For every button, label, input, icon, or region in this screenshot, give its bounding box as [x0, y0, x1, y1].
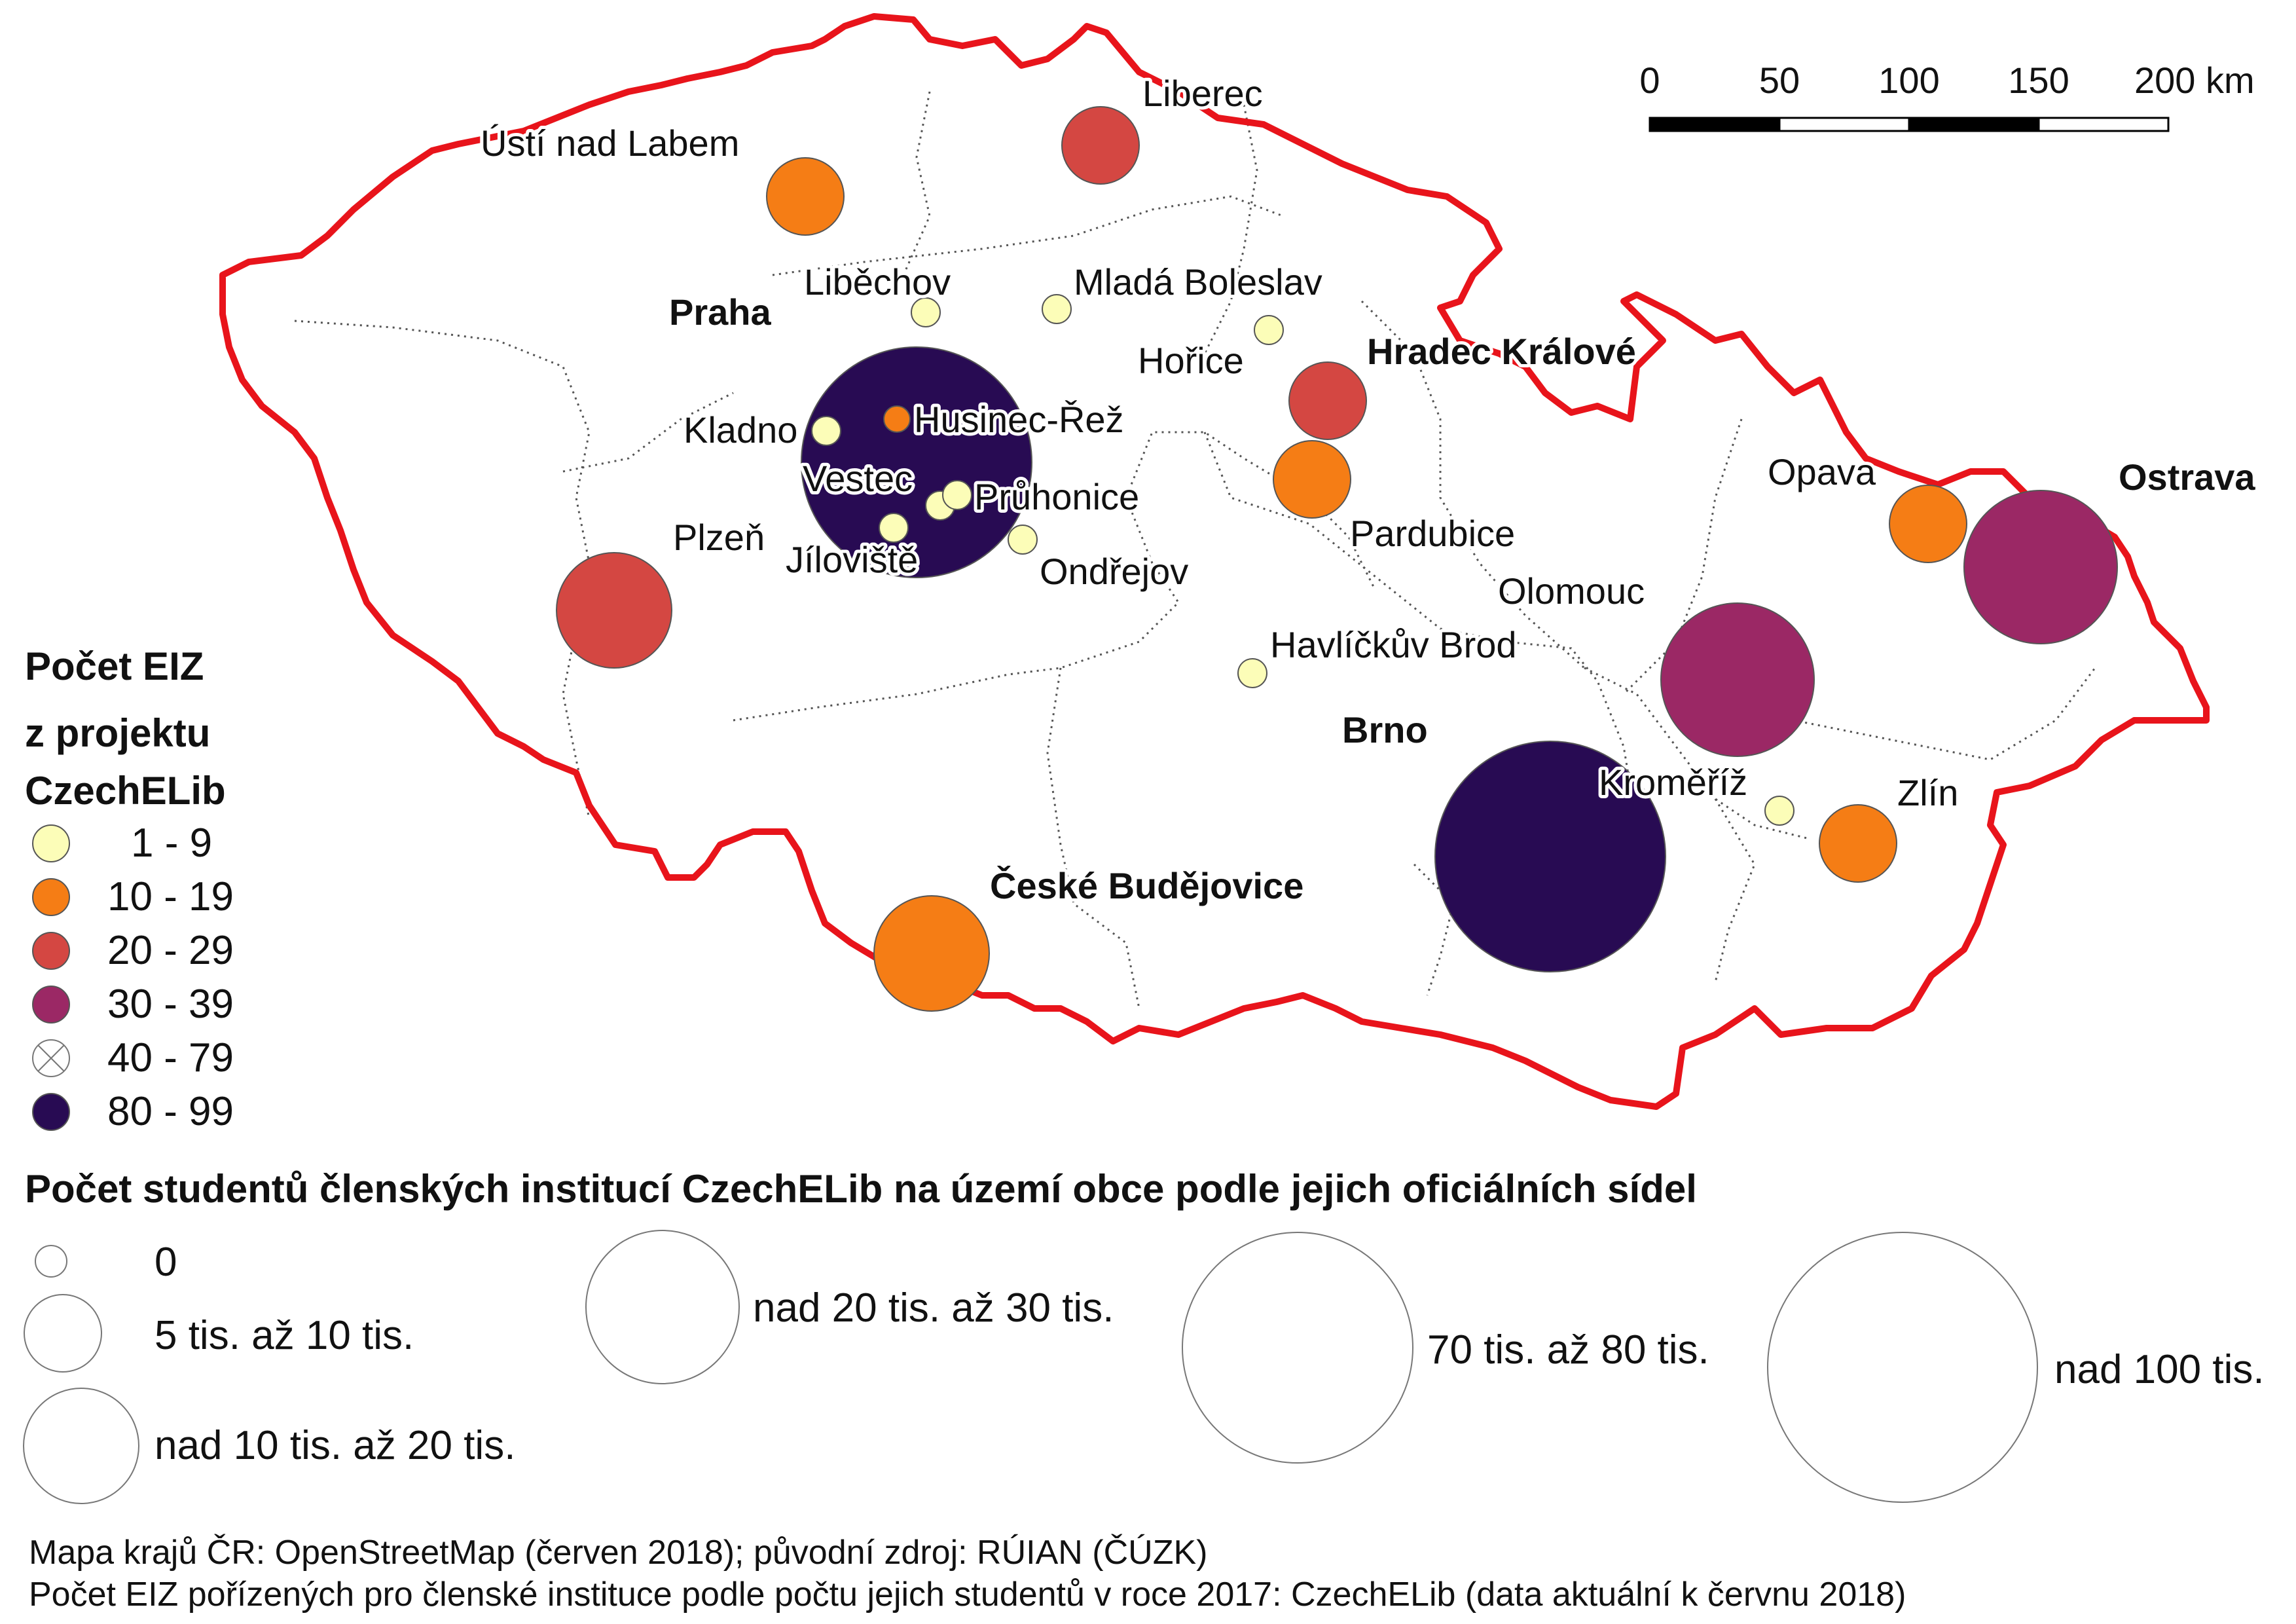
legend-size-5-10: [24, 1294, 102, 1373]
scale-bar: 0 50 100 150 200 km: [1639, 60, 2255, 132]
bubble-mlada[interactable]: [1042, 294, 1072, 324]
bubble-ostrava[interactable]: [1963, 490, 2118, 644]
bubble-kladno[interactable]: [811, 416, 841, 446]
legend-size-label-20-30: nad 20 tis. až 30 tis.: [753, 1285, 1114, 1331]
legend-label-20-29: 20 - 29: [107, 928, 234, 973]
city-labels: Ústí nad Labem Liberec Liběchov Mladá Bo…: [477, 69, 2259, 910]
legend-swatch-30-39: [32, 986, 70, 1024]
label-kladno: Kladno: [683, 409, 797, 451]
legend-swatch-20-29: [32, 932, 70, 970]
bubble-opava[interactable]: [1889, 485, 1967, 563]
legend-label-30-39: 30 - 39: [107, 982, 234, 1027]
label-jiloviste: Jíloviště: [786, 539, 918, 580]
legend-size-label-10-20: nad 10 tis. až 20 tis.: [155, 1423, 515, 1468]
bubble-horice[interactable]: [1254, 315, 1284, 345]
bubble-usti[interactable]: [766, 157, 845, 236]
bubble-liberec[interactable]: [1061, 106, 1140, 185]
legend-size-70-80: [1182, 1232, 1413, 1464]
bubble-praha[interactable]: [801, 346, 1032, 578]
legend-size-10-20: [23, 1388, 139, 1504]
label-libechov: Liběchov: [804, 261, 951, 303]
label-husinec: Husinec-Řež: [914, 399, 1124, 440]
city-bubbles: [556, 106, 2118, 1012]
bubble-kromeriz[interactable]: [1764, 796, 1795, 826]
label-ondrejov: Ondřejov: [1040, 551, 1188, 592]
legend-swatch-1-9: [32, 824, 70, 862]
legend-swatch-40-79: [32, 1039, 70, 1077]
label-mlada: Mladá Boleslav: [1074, 261, 1322, 303]
bubble-brno[interactable]: [1434, 741, 1666, 972]
label-liberec: Liberec: [1142, 73, 1263, 114]
scale-tick-200: 200 km: [2134, 60, 2255, 101]
label-ostrava: Ostrava: [2119, 456, 2255, 498]
scale-tick-100: 100: [1878, 60, 1939, 101]
legend-size-label-70-80: 70 tis. až 80 tis.: [1427, 1327, 1709, 1373]
label-plzen: Plzeň: [673, 517, 765, 558]
legend-students-title: Počet studentů členských institucí Czech…: [25, 1167, 1697, 1211]
label-opava: Opava: [1768, 451, 1876, 492]
label-usti: Ústí nad Labem: [481, 122, 739, 164]
label-zlin: Zlín: [1897, 772, 1958, 813]
bubble-olomouc[interactable]: [1660, 602, 1815, 757]
legend-students: Počet studentů členských institucí Czech…: [23, 1167, 2265, 1504]
legend-label-1-9: 1 - 9: [131, 821, 212, 866]
label-brno: Brno: [1342, 709, 1428, 750]
bubble-husinec[interactable]: [883, 405, 911, 433]
legend-size-20-30: [585, 1230, 740, 1384]
bubble-budejovice[interactable]: [873, 895, 990, 1012]
source-line-2: Počet EIZ pořízených pro členské institu…: [29, 1576, 1906, 1614]
legend-eiz-title-1: Počet EIZ: [25, 644, 204, 688]
legend-swatch-80-99: [32, 1093, 70, 1131]
legend-eiz: Počet EIZ z projektu CzechELib 1 - 9 10 …: [25, 644, 234, 1134]
legend-label-10-19: 10 - 19: [107, 874, 234, 919]
label-budejovice: České Budějovice: [990, 865, 1303, 906]
label-havlickuv: Havlíčkův Brod: [1270, 624, 1517, 665]
bubble-hradec[interactable]: [1288, 361, 1367, 440]
label-kromeriz: Kroměříž: [1599, 762, 1747, 803]
legend-swatch-10-19: [32, 878, 70, 916]
scale-tick-0: 0: [1639, 60, 1660, 101]
label-vestec: Vestec: [803, 458, 913, 499]
bubble-libechov[interactable]: [911, 297, 941, 327]
bubble-ondrejov[interactable]: [1008, 525, 1038, 555]
country-border: [219, 13, 2210, 1110]
bubble-jiloviste[interactable]: [879, 513, 909, 543]
bubble-pardubice[interactable]: [1273, 440, 1351, 519]
bubble-pruhonice[interactable]: [942, 480, 972, 510]
bubble-plzen[interactable]: [556, 552, 672, 669]
legend-eiz-title-3: CzechELib: [25, 769, 226, 813]
legend-size-label-5-10: 5 tis. až 10 tis.: [155, 1313, 414, 1358]
label-horice: Hořice: [1138, 340, 1244, 381]
label-pardubice: Pardubice: [1350, 513, 1515, 554]
label-hradec: Hradec Králové: [1367, 331, 1636, 372]
bubble-havlickuv[interactable]: [1237, 658, 1267, 688]
scale-tick-50: 50: [1759, 60, 1800, 101]
legend-size-label-100: nad 100 tis.: [2054, 1347, 2265, 1392]
label-olomouc: Olomouc: [1498, 570, 1645, 612]
sources: Mapa krajů ČR: OpenStreetMap (červen 201…: [29, 1534, 1906, 1614]
legend-size-label-0: 0: [155, 1240, 177, 1285]
source-line-1: Mapa krajů ČR: OpenStreetMap (červen 201…: [29, 1534, 1207, 1572]
label-pruhonice: Průhonice: [974, 476, 1139, 517]
scale-tick-150: 150: [2008, 60, 2069, 101]
legend-label-40-79: 40 - 79: [107, 1035, 234, 1080]
label-praha: Praha: [669, 291, 771, 333]
bubble-zlin[interactable]: [1819, 804, 1897, 883]
legend-size-0: [35, 1245, 67, 1278]
legend-label-80-99: 80 - 99: [107, 1089, 234, 1134]
legend-size-100: [1767, 1232, 2038, 1503]
legend-eiz-title-2: z projektu: [25, 711, 210, 755]
